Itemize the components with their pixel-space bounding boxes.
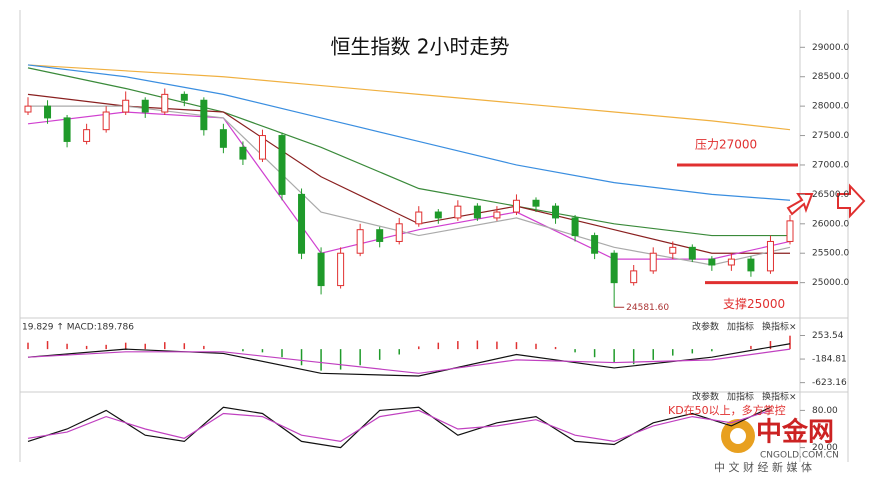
button[interactable]: 换指标: [762, 321, 789, 333]
y-tick-label: 27000.0: [812, 160, 849, 170]
candle-body: [649, 252, 657, 272]
candle-body: [571, 217, 579, 237]
candle-body: [278, 135, 286, 195]
candle-body: [591, 235, 599, 254]
candle-body: [180, 93, 188, 101]
button[interactable]: 加指标: [727, 391, 754, 403]
candle-body: [688, 246, 696, 260]
indicator-line: [27, 93, 790, 254]
candle-body: [395, 223, 403, 242]
button[interactable]: 换指标: [762, 391, 789, 403]
candle-body: [415, 211, 423, 225]
indicator-label: 19.829 ↑ MACD:189.786: [22, 323, 134, 333]
candle-body: [141, 99, 149, 113]
indicator-line: [27, 406, 771, 449]
candle-body: [44, 105, 52, 119]
indicator-line: [27, 64, 791, 201]
close-button[interactable]: ×: [789, 393, 797, 403]
logo: [730, 428, 746, 444]
candle-body: [376, 229, 384, 242]
button[interactable]: 改参数: [692, 321, 719, 333]
candle-body: [258, 135, 266, 160]
y-tick-label: 20.00: [812, 443, 838, 453]
candle-body: [219, 129, 227, 148]
candle-body: [610, 252, 618, 284]
candle-body: [24, 105, 32, 113]
y-tick-label: -184.81: [812, 355, 847, 365]
y-tick-label: 28500.0: [812, 72, 849, 82]
indicator-line: [27, 111, 791, 260]
candle-body: [727, 258, 735, 266]
y-tick-label: 25000.0: [812, 278, 849, 288]
indicator-line: [27, 64, 791, 131]
low-label: 24581.60: [626, 303, 669, 313]
candle-body: [298, 193, 306, 254]
watermark-site: CNGOLD.COM.CN: [760, 451, 839, 461]
y-tick-label: 25500.0: [812, 249, 849, 259]
close-button[interactable]: ×: [789, 323, 797, 333]
candle-body: [493, 211, 501, 219]
watermark-name: 中金网: [756, 417, 834, 448]
button[interactable]: 加指标: [727, 321, 754, 333]
candle-body: [83, 129, 91, 142]
indicator-line: [27, 343, 791, 377]
y-tick-label: 29000.0: [812, 43, 849, 53]
arrow: [786, 193, 814, 216]
candle-body: [766, 240, 774, 272]
candle-body: [122, 99, 130, 113]
candle-body: [552, 205, 560, 219]
watermark: 中金网 CNGOLD.COM.CN 中 文 财 经 新 媒 体: [714, 417, 839, 475]
candle-body: [532, 199, 540, 207]
chart-title: 恒生指数 2小时走势: [330, 35, 509, 59]
level-label: 支撑25000: [723, 296, 785, 311]
candle-body: [454, 205, 462, 219]
candle-body: [512, 199, 520, 213]
y-tick-label: 253.54: [812, 331, 844, 341]
indicator-line: [27, 409, 771, 443]
candle-body: [102, 111, 110, 131]
candle-body: [669, 246, 677, 254]
y-tick-label: -623.16: [812, 378, 847, 388]
candle-body: [786, 220, 794, 242]
indicator-line: [28, 105, 791, 266]
arrow: [837, 183, 866, 219]
button[interactable]: 改参数: [692, 391, 719, 403]
candle-body: [630, 270, 638, 284]
candle-body: [473, 205, 481, 219]
candle-body: [708, 258, 716, 266]
candle-body: [239, 146, 247, 160]
candle-body: [161, 93, 169, 113]
y-tick-label: 26000.0: [812, 219, 849, 229]
candle-body: [434, 211, 442, 219]
level-label: 压力27000: [695, 137, 757, 151]
y-tick-label: 26500.0: [812, 190, 849, 200]
annotation: KD在50以上，多方掌控: [668, 403, 786, 417]
indicator-line: [27, 348, 791, 374]
watermark-slogan: 中 文 财 经 新 媒 体: [714, 460, 812, 474]
candle-body: [747, 258, 755, 272]
y-tick-label: 80.00: [812, 406, 838, 416]
candle-body: [317, 252, 325, 287]
y-tick-label: 27500.0: [812, 131, 849, 141]
candle-body: [63, 117, 71, 142]
candle-body: [200, 99, 208, 131]
indicator-line: [27, 67, 790, 237]
candle-body: [356, 229, 364, 254]
y-tick-label: 28000.0: [812, 102, 849, 112]
candle-body: [337, 252, 345, 287]
